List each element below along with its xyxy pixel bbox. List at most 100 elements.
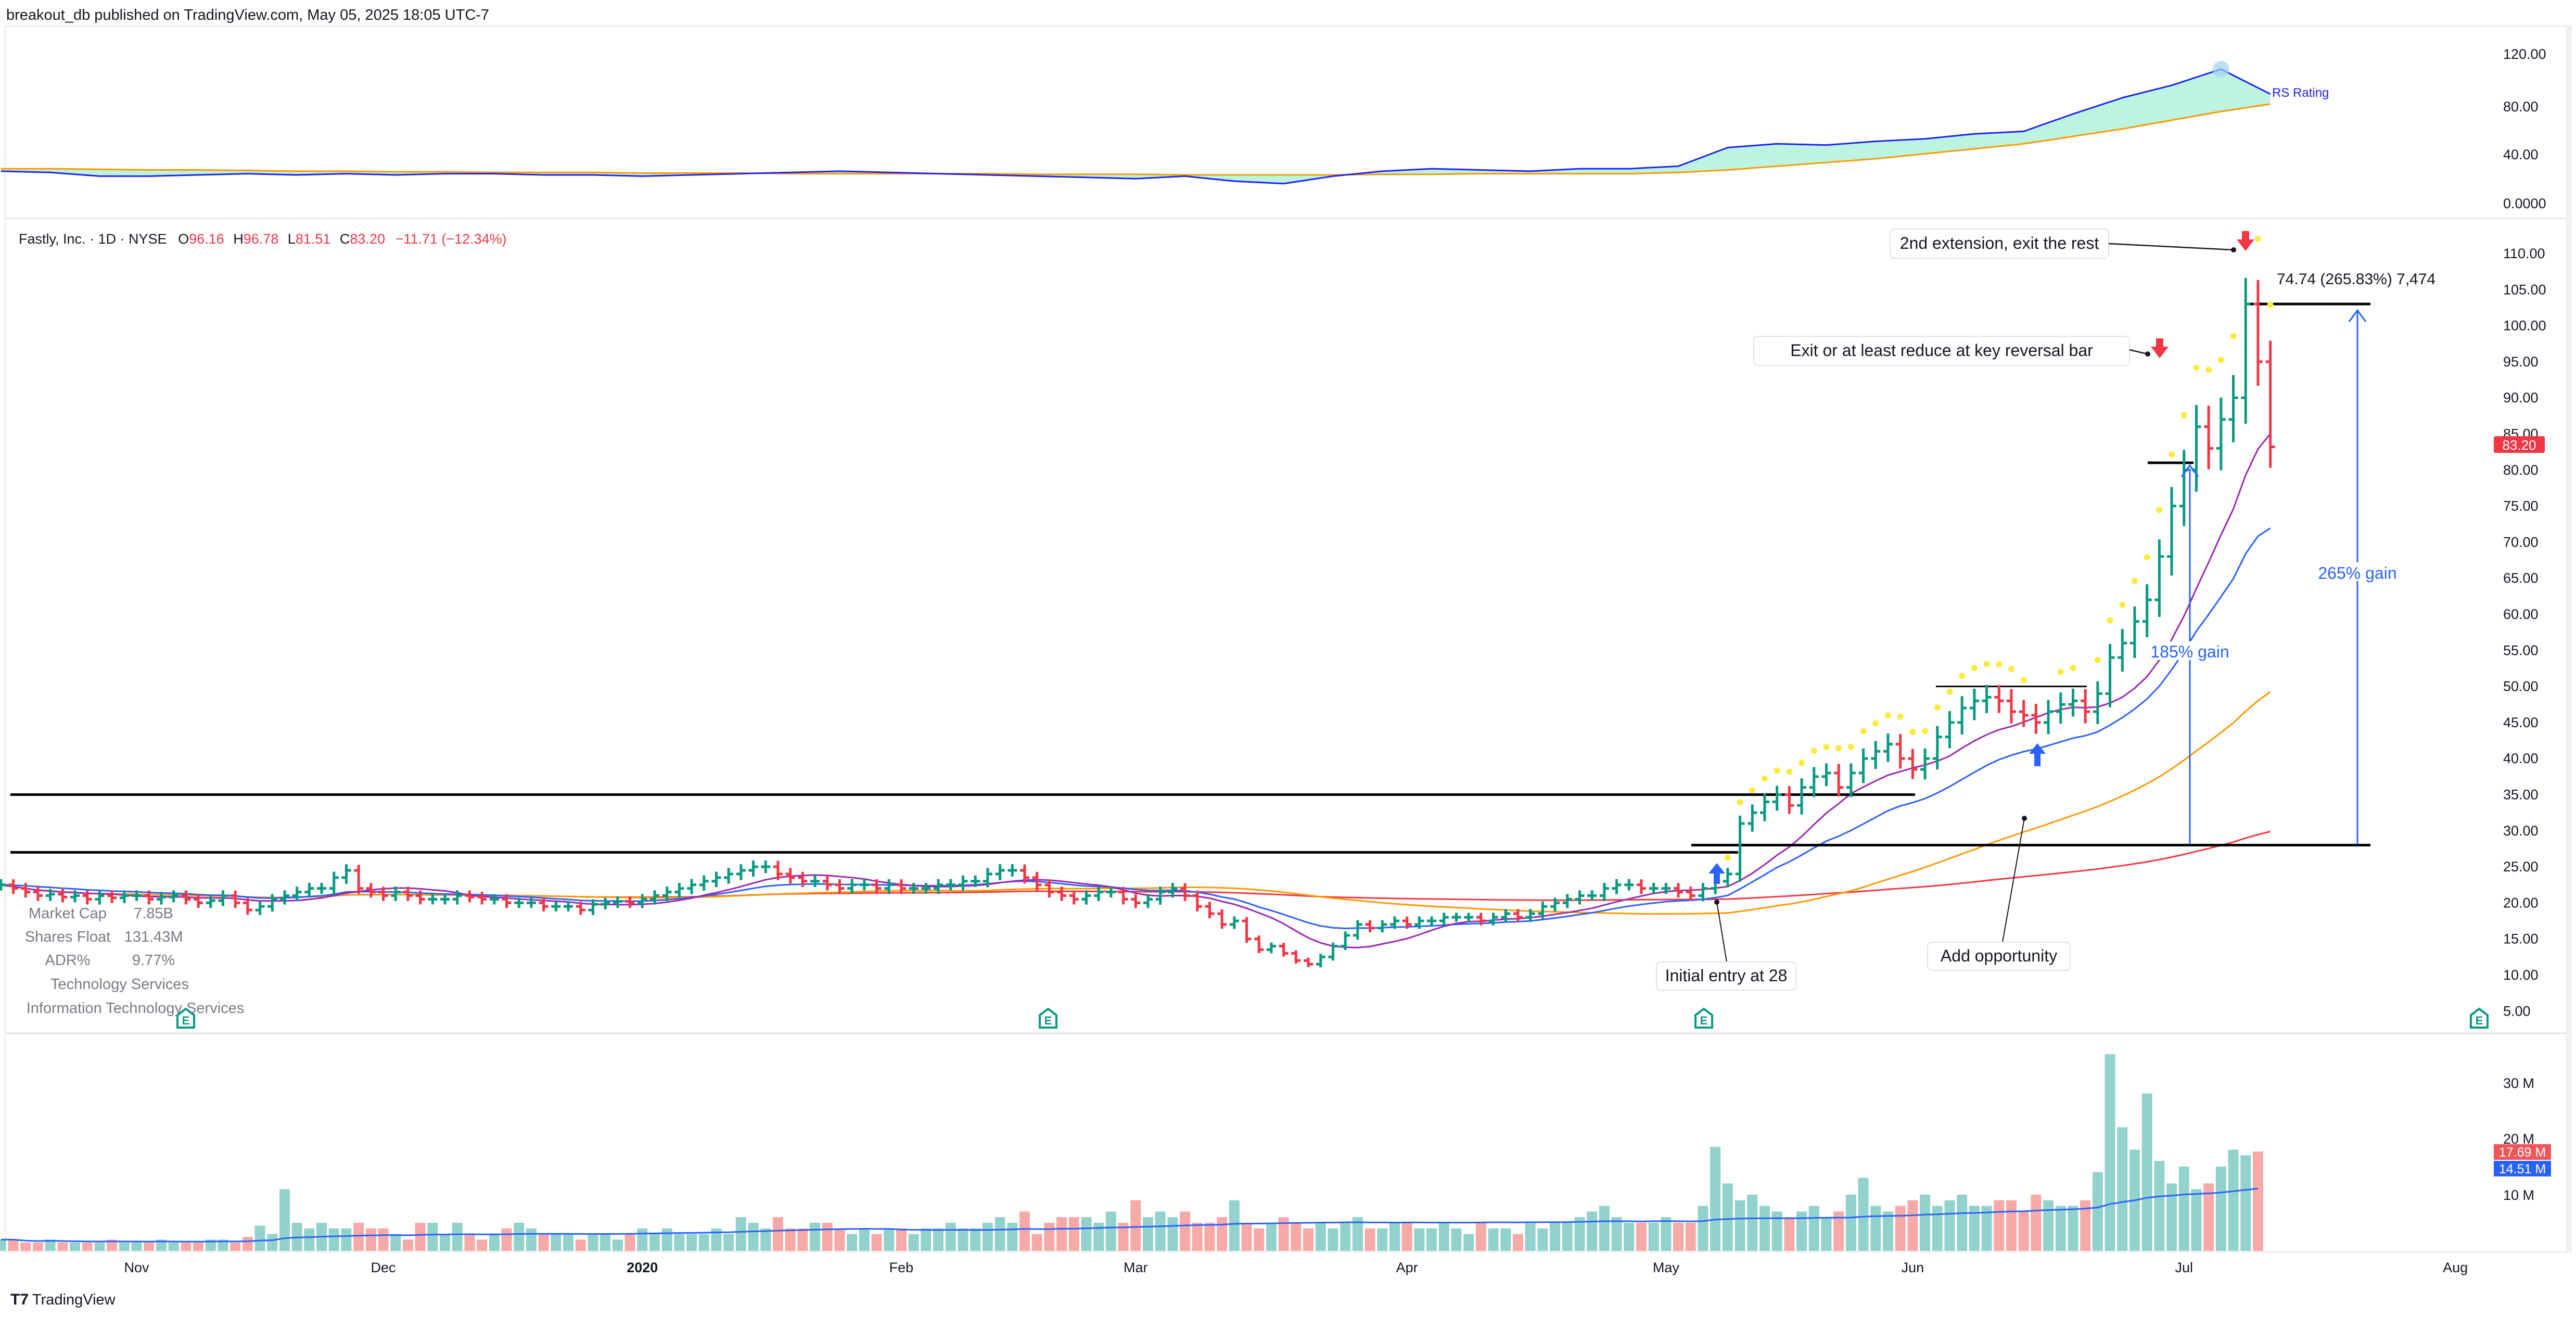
ma10-line bbox=[1, 433, 2271, 948]
extension-dot bbox=[2254, 235, 2261, 242]
ohlc-bar bbox=[983, 868, 992, 888]
ohlc-bar bbox=[896, 879, 906, 894]
ohlc-bar bbox=[785, 868, 795, 884]
annotations[interactable]: 2nd extension, exit the rest Exit or at … bbox=[1656, 229, 2435, 991]
volume-axis[interactable]: 30 M 20 M 10 M bbox=[2503, 1075, 2534, 1203]
callout-dot bbox=[2145, 351, 2150, 357]
volume-bar bbox=[1735, 1200, 1745, 1251]
earnings-icon[interactable]: E bbox=[1694, 1007, 1713, 1029]
extension-dot bbox=[2020, 677, 2027, 683]
ohlc-bar bbox=[1229, 916, 1239, 929]
volume-bar bbox=[0, 1239, 6, 1251]
ohlc-bar bbox=[613, 896, 622, 908]
extension-dot bbox=[2230, 333, 2237, 339]
ohlc-bar bbox=[2081, 689, 2090, 724]
volume-bar bbox=[2092, 1172, 2103, 1251]
ohlc-bar bbox=[822, 875, 832, 891]
volume-bar bbox=[1142, 1217, 1153, 1251]
extension-dot bbox=[2131, 578, 2138, 585]
ohlc-bar bbox=[1525, 909, 1535, 922]
ohlc-bar bbox=[58, 889, 68, 903]
price-axis[interactable]: 110.00105.00100.0095.0090.0085.0080.0075… bbox=[2503, 246, 2546, 1019]
ohlc-bar bbox=[1661, 883, 1671, 894]
price-tick: 50.00 bbox=[2503, 679, 2539, 694]
volume-bar bbox=[1932, 1206, 1943, 1251]
ohlc-bar bbox=[341, 864, 351, 884]
volume-bar bbox=[1599, 1206, 1610, 1251]
volume-bar bbox=[1882, 1211, 1893, 1251]
volume-bar bbox=[2191, 1189, 2202, 1251]
time-label: Feb bbox=[889, 1260, 914, 1275]
extension-dot bbox=[2169, 451, 2175, 458]
volume-bar bbox=[1611, 1217, 1622, 1251]
callout-box[interactable] bbox=[1753, 336, 2130, 366]
extension-dot bbox=[2180, 412, 2187, 419]
ohlc-bar bbox=[1686, 887, 1695, 901]
ohlc-bar bbox=[1735, 815, 1745, 882]
callout-reversal[interactable]: Exit or at least reduce at key reversal … bbox=[1790, 341, 2093, 360]
volume-bar bbox=[1784, 1217, 1795, 1251]
extension-dots bbox=[1724, 230, 2274, 861]
ohlc-bar bbox=[1019, 864, 1029, 884]
ohlc-bar bbox=[1513, 909, 1523, 922]
symbol-name[interactable]: Fastly, Inc. · 1D · NYSE bbox=[19, 231, 167, 247]
horizontal-levels bbox=[10, 302, 2370, 854]
ohlc-bar bbox=[1784, 786, 1794, 814]
volume-bar bbox=[254, 1225, 265, 1251]
last-price-value: 83.20 bbox=[2502, 437, 2536, 453]
ohlc-bar bbox=[2006, 689, 2016, 724]
extension-dot bbox=[1959, 673, 1966, 679]
time-axis[interactable]: Nov Dec 2020 Feb Mar Apr May Jun Jul Aug bbox=[124, 1260, 2468, 1275]
price-tick: 15.00 bbox=[2503, 931, 2539, 947]
ohlc-bar bbox=[1587, 890, 1597, 901]
volume-bar bbox=[107, 1239, 118, 1251]
volume-ma-value: 14.51 M bbox=[2499, 1162, 2546, 1176]
chart-frame bbox=[4, 25, 2572, 1253]
volume-bar bbox=[2166, 1183, 2177, 1251]
ohlc-bar bbox=[1698, 883, 1708, 902]
earnings-icon[interactable]: E bbox=[1039, 1007, 1057, 1029]
ohlc-bar bbox=[724, 868, 734, 884]
svg-text:E: E bbox=[182, 1014, 190, 1027]
ohlc-bar bbox=[625, 896, 635, 908]
volume-bar bbox=[994, 1217, 1005, 1251]
extension-dot bbox=[2070, 665, 2076, 672]
ohlc-bar bbox=[761, 860, 771, 873]
earnings-icon[interactable]: E bbox=[176, 1007, 195, 1029]
svg-text:Fastly, Inc. · 1D · NYSE: Fastly, Inc. · 1D · NYSE O96.16 H96.78 L… bbox=[19, 231, 507, 247]
ohlc-bar bbox=[415, 890, 425, 905]
ohlc-bar bbox=[156, 892, 166, 905]
volume-bar bbox=[772, 1217, 783, 1251]
volume-bar bbox=[1315, 1223, 1326, 1251]
ohlc-bar bbox=[1439, 913, 1449, 926]
callout-add-opportunity[interactable]: Add opportunity bbox=[1941, 946, 2057, 965]
earnings-markers[interactable]: E E E E bbox=[176, 1007, 2489, 1029]
volume-bar bbox=[1488, 1228, 1499, 1251]
adr-value: 9.77% bbox=[132, 952, 175, 969]
callout-box[interactable] bbox=[1927, 942, 2071, 971]
ohlc-bar bbox=[1279, 943, 1289, 957]
volume-bar bbox=[1167, 1217, 1178, 1251]
volume-bar bbox=[970, 1228, 981, 1251]
extension-dot bbox=[1884, 712, 1891, 719]
callout-box[interactable] bbox=[1656, 961, 1796, 991]
ohlc-bar bbox=[2191, 404, 2201, 492]
earnings-icon[interactable]: E bbox=[2470, 1007, 2489, 1029]
volume-bar bbox=[1414, 1228, 1425, 1251]
price-tick: 95.00 bbox=[2503, 354, 2539, 370]
rs-axis[interactable]: 120.00 80.00 40.00 0.0000 bbox=[2503, 46, 2546, 211]
callout-initial-entry[interactable]: Initial entry at 28 bbox=[1665, 966, 1788, 985]
callout-exit-rest[interactable]: 2nd extension, exit the rest bbox=[1900, 234, 2099, 252]
volume-bar bbox=[70, 1242, 81, 1251]
volume-bar bbox=[1698, 1206, 1708, 1251]
ohlc-bar bbox=[588, 899, 598, 915]
volume-bar bbox=[452, 1223, 463, 1251]
volume-bar bbox=[402, 1239, 413, 1251]
ohlc-bar bbox=[1562, 894, 1572, 908]
price-tick: 105.00 bbox=[2503, 282, 2546, 297]
ohlc-bar bbox=[1821, 763, 1831, 787]
ohlc-bar bbox=[1883, 733, 1893, 762]
ohlc-bar bbox=[440, 894, 450, 905]
ohlc-bar bbox=[1168, 883, 1178, 898]
